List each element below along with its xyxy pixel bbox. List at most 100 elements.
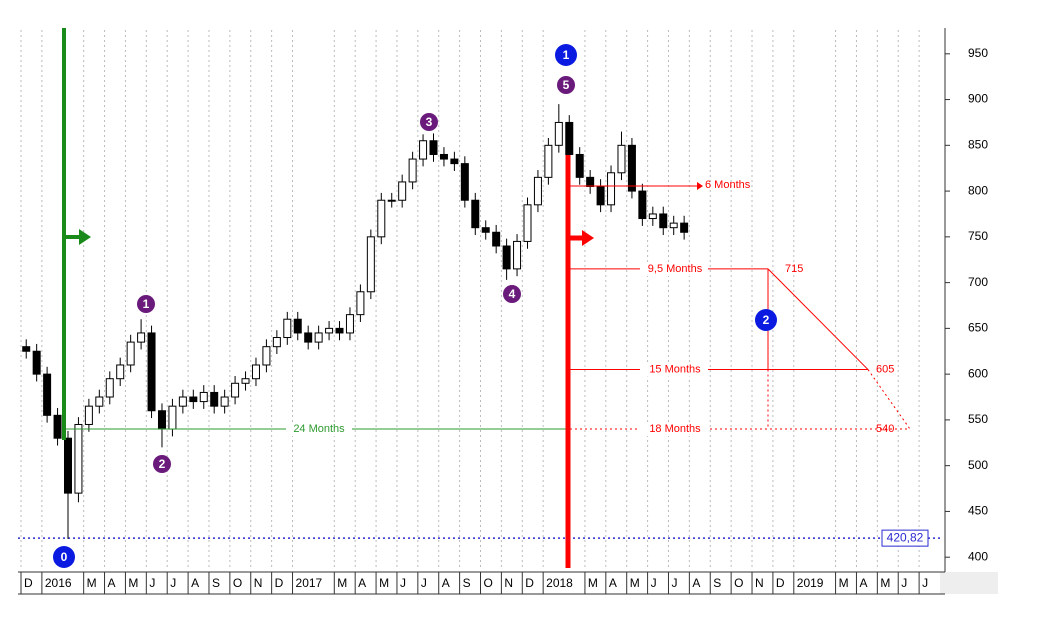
x-tick-label: A bbox=[859, 576, 867, 590]
x-tick-label: 2018 bbox=[546, 576, 573, 590]
x-tick-label: 2017 bbox=[296, 576, 323, 590]
x-tick-label: A bbox=[191, 576, 199, 590]
candle-body bbox=[22, 346, 31, 352]
candle-body bbox=[231, 382, 240, 398]
candle-body bbox=[199, 391, 208, 403]
x-tick-label: J bbox=[922, 576, 928, 590]
candle-body bbox=[471, 199, 480, 229]
candle-body bbox=[147, 332, 156, 412]
y-tick-label: 550 bbox=[968, 412, 988, 426]
projection-diagonal bbox=[867, 369, 911, 430]
x-tick-label: M bbox=[87, 576, 97, 590]
projection-label: 18 Months bbox=[649, 423, 701, 435]
wave-label: 4 bbox=[509, 287, 516, 301]
candle-body bbox=[304, 332, 313, 343]
candle-body bbox=[116, 364, 125, 380]
x-tick-label: D bbox=[24, 576, 33, 590]
candle-body bbox=[95, 396, 104, 407]
cycle-label: 1 bbox=[563, 48, 570, 62]
x-tick-label: J bbox=[651, 576, 657, 590]
x-tick-label: A bbox=[442, 576, 450, 590]
candle-body bbox=[513, 240, 522, 270]
x-tick-label: M bbox=[588, 576, 598, 590]
wave-label: 1 bbox=[143, 297, 150, 311]
candle-body bbox=[210, 391, 219, 407]
x-tick-label: J bbox=[149, 576, 155, 590]
candle-body bbox=[314, 332, 323, 343]
x-tick-label: M bbox=[337, 576, 347, 590]
wave-marker bbox=[503, 285, 521, 303]
x-tick-label: A bbox=[692, 576, 700, 590]
x-tick-label: J bbox=[421, 576, 427, 590]
level-label: 605 bbox=[876, 363, 894, 375]
projection-label: 6 Months bbox=[705, 179, 751, 191]
candle-body bbox=[439, 153, 448, 160]
cycle-marker bbox=[53, 546, 75, 568]
candle-body bbox=[105, 378, 114, 398]
y-tick-label: 650 bbox=[968, 321, 988, 335]
y-tick-label: 500 bbox=[968, 458, 988, 472]
axis-corner bbox=[940, 572, 998, 594]
candle-body bbox=[293, 318, 302, 334]
projection-label: 15 Months bbox=[649, 363, 701, 375]
level-label: 715 bbox=[785, 263, 803, 275]
y-tick-label: 750 bbox=[968, 229, 988, 243]
candle-body bbox=[262, 346, 271, 366]
candle-body bbox=[659, 213, 668, 229]
candle-body bbox=[419, 140, 428, 160]
candle-body bbox=[137, 332, 146, 343]
candle-body bbox=[220, 396, 229, 407]
candle-body bbox=[325, 327, 334, 334]
candle-body bbox=[523, 204, 532, 242]
x-tick-label: O bbox=[734, 576, 743, 590]
y-tick-label: 400 bbox=[968, 549, 988, 563]
candle-body bbox=[450, 158, 459, 165]
candle-body bbox=[126, 341, 135, 366]
arrow-head bbox=[582, 230, 594, 246]
candle-body bbox=[251, 364, 260, 380]
candle-body bbox=[460, 163, 469, 201]
arrow-head bbox=[697, 182, 703, 190]
candle-body bbox=[554, 121, 563, 146]
x-tick-label: S bbox=[212, 576, 220, 590]
x-tick-label: M bbox=[630, 576, 640, 590]
wave-label: 5 bbox=[563, 78, 570, 92]
candle-body bbox=[32, 350, 41, 375]
y-tick-label: 600 bbox=[968, 366, 988, 380]
candle-body bbox=[596, 186, 605, 206]
label-bg bbox=[286, 422, 352, 437]
x-tick-label: M bbox=[839, 576, 849, 590]
candle-body bbox=[272, 337, 281, 348]
candle-body bbox=[586, 176, 595, 188]
wave-marker bbox=[557, 76, 575, 94]
candle-body bbox=[283, 318, 292, 339]
candle-body bbox=[335, 327, 344, 334]
cycle-marker bbox=[555, 44, 577, 66]
x-tick-label: 2019 bbox=[797, 576, 824, 590]
y-tick-label: 800 bbox=[968, 183, 988, 197]
candle-body bbox=[53, 414, 62, 439]
x-tick-label: M bbox=[880, 576, 890, 590]
candle-body bbox=[502, 245, 511, 270]
projection-diagonal bbox=[767, 268, 869, 370]
wave-marker bbox=[137, 295, 155, 313]
candle-body bbox=[638, 190, 647, 220]
y-tick-label: 850 bbox=[968, 137, 988, 151]
candle-body bbox=[533, 176, 542, 206]
cycle-label: 0 bbox=[61, 550, 68, 564]
y-tick-label: 450 bbox=[968, 504, 988, 518]
candle-body bbox=[366, 236, 375, 293]
wave-marker bbox=[153, 455, 171, 473]
x-tick-label: M bbox=[379, 576, 389, 590]
candle-body bbox=[398, 181, 407, 201]
label-bg bbox=[640, 422, 708, 437]
x-tick-label: S bbox=[713, 576, 721, 590]
wave-label: 2 bbox=[159, 457, 166, 471]
x-tick-label: D bbox=[275, 576, 284, 590]
wave-marker bbox=[420, 113, 438, 131]
x-tick-label: N bbox=[254, 576, 263, 590]
candle-body bbox=[617, 144, 626, 174]
candle-body bbox=[492, 231, 501, 247]
x-tick-label: D bbox=[776, 576, 785, 590]
